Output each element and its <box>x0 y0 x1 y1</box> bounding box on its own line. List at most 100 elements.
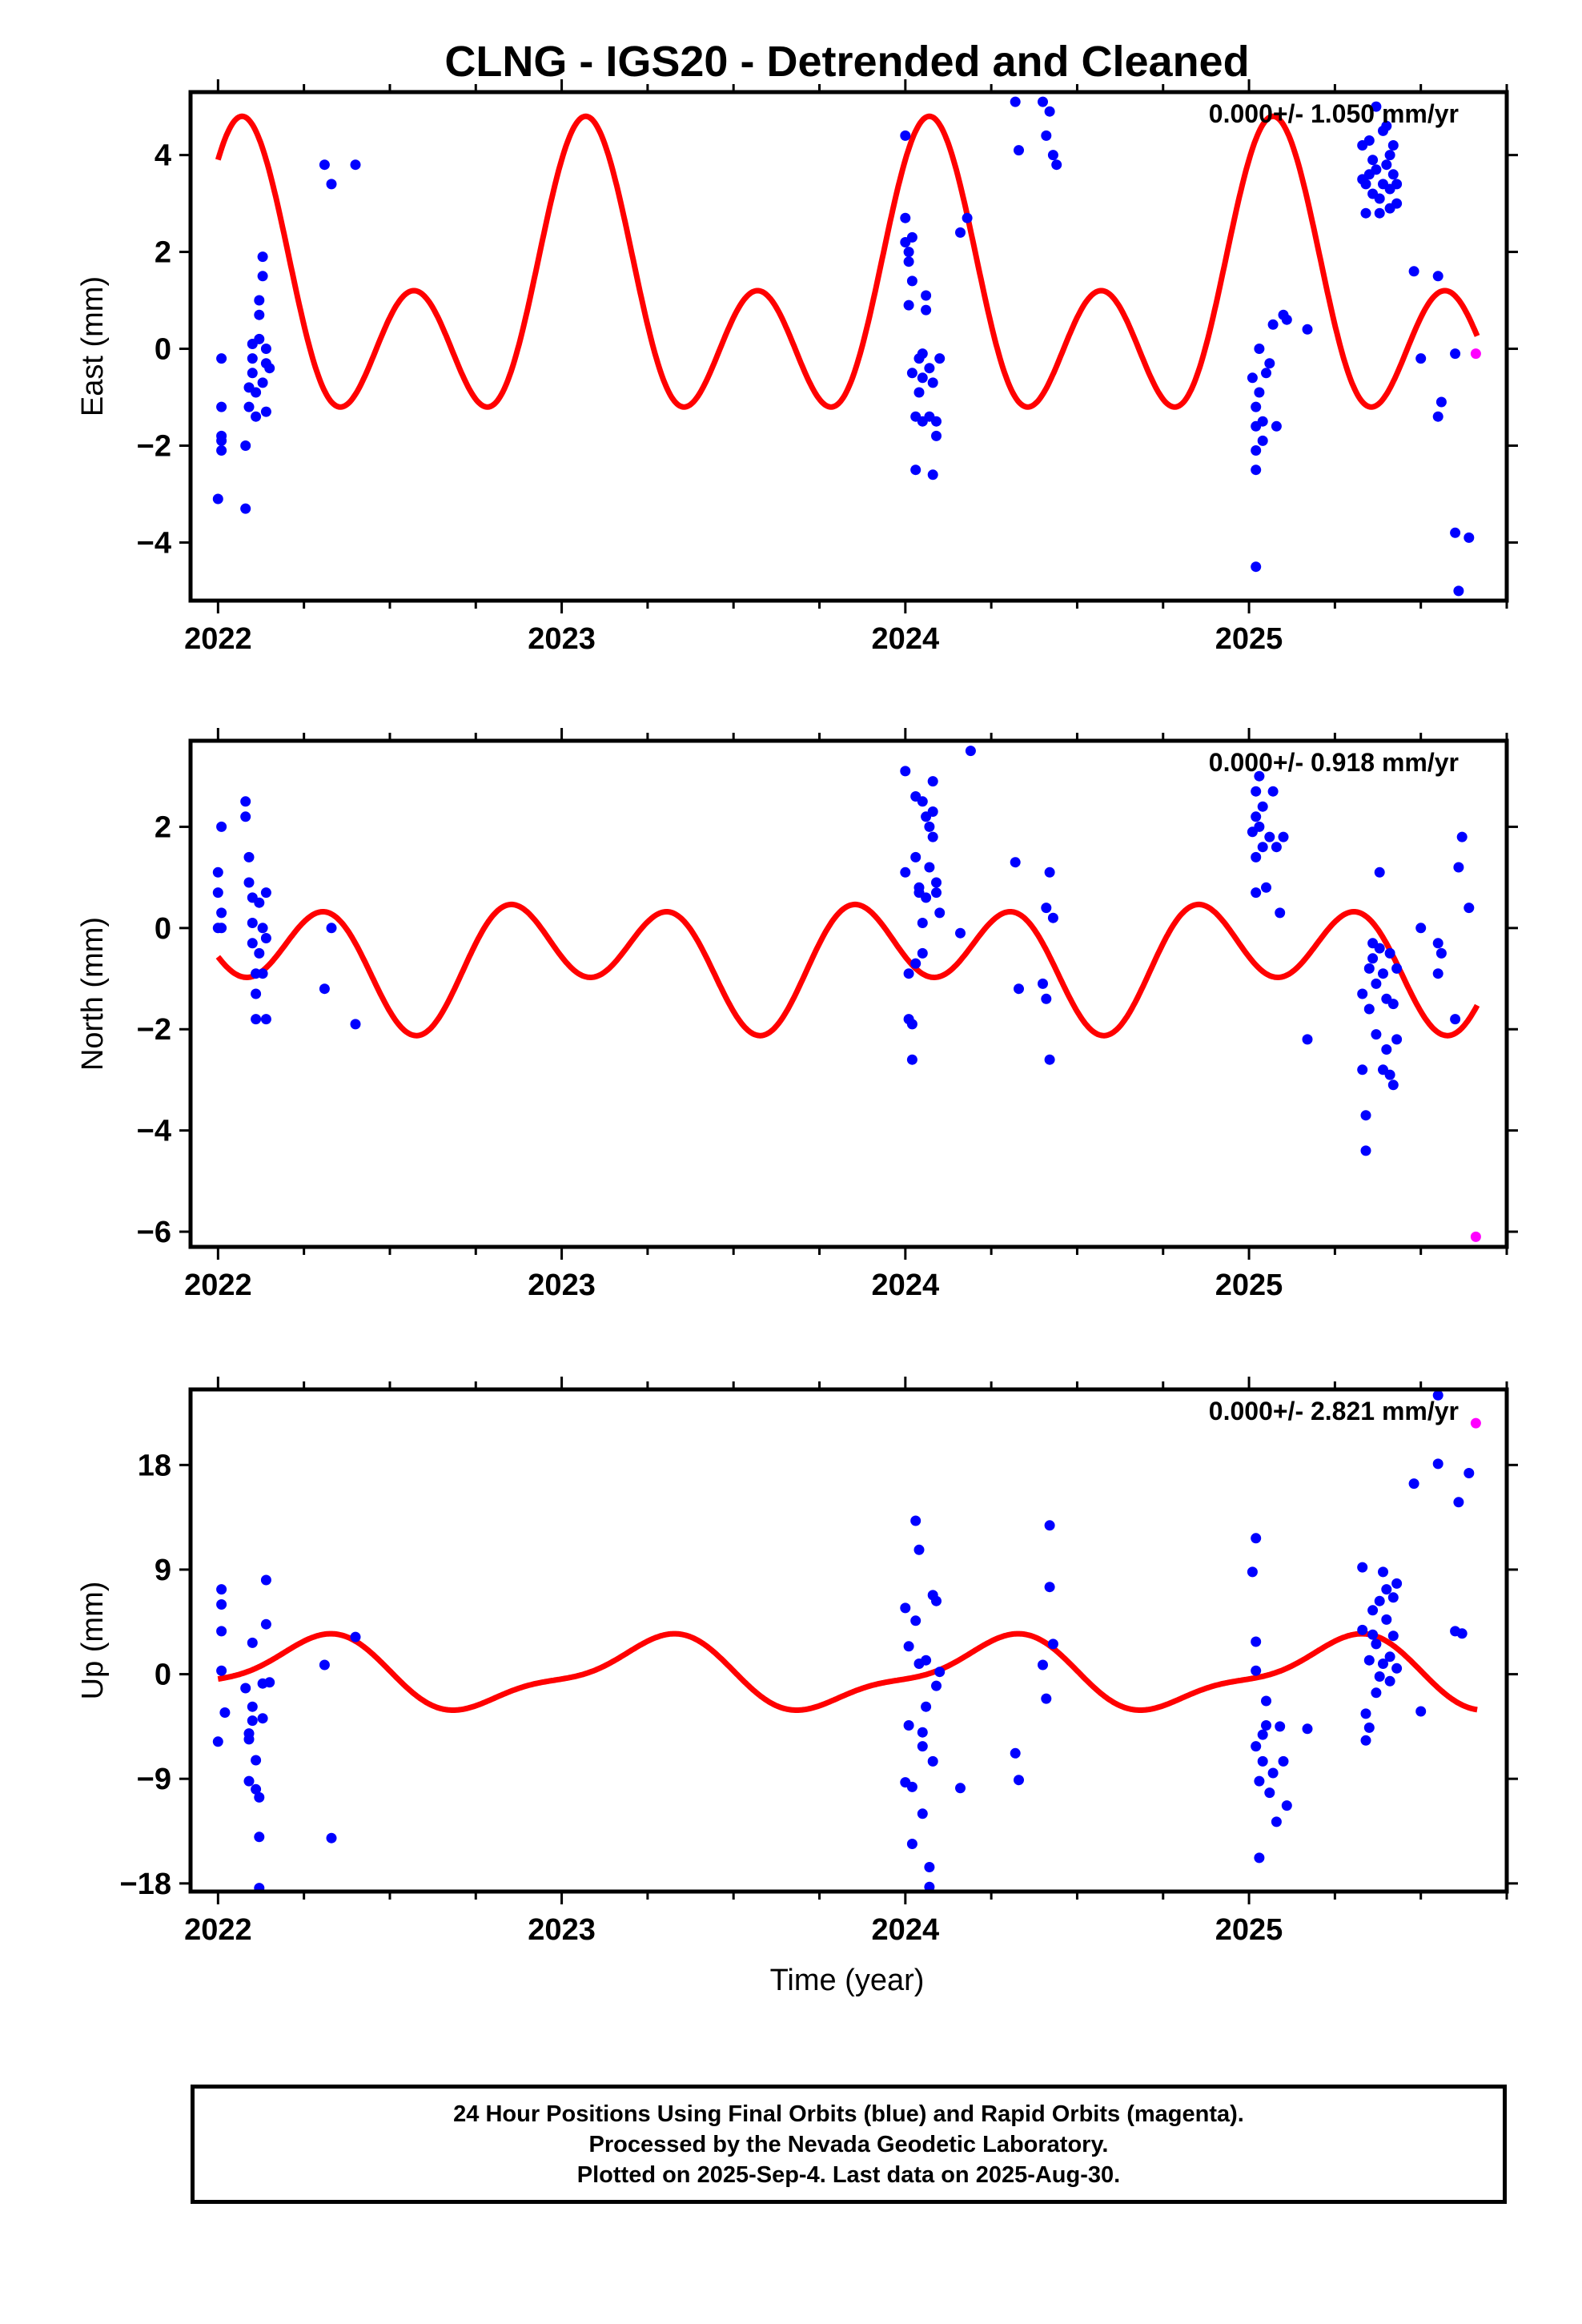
final-orbit-point <box>1378 1659 1388 1669</box>
final-orbit-point <box>1257 801 1268 812</box>
final-orbit-point <box>910 958 921 969</box>
final-orbit-point <box>1432 968 1443 979</box>
final-orbit-point <box>251 1755 262 1766</box>
final-orbit-point <box>1257 435 1268 446</box>
final-orbit-point <box>917 796 928 807</box>
final-orbit-point <box>917 918 928 928</box>
final-orbit-point <box>1038 1659 1048 1671</box>
final-orbit-point <box>1387 140 1399 151</box>
velocity-annotation: 0.000+/- 1.050 mm/yr <box>1209 99 1459 128</box>
final-orbit-point <box>219 1707 231 1718</box>
final-orbit-point <box>243 1775 255 1787</box>
final-orbit-point <box>212 923 223 934</box>
x-tick-label: 2023 <box>528 1269 596 1302</box>
y-tick-label: 4 <box>155 139 171 173</box>
final-orbit-point <box>1381 159 1392 171</box>
data-layer <box>212 96 1481 597</box>
final-orbit-point <box>1378 1566 1388 1578</box>
final-orbit-point <box>927 469 938 480</box>
y-tick-label: 18 <box>138 1449 171 1482</box>
final-orbit-point <box>931 416 942 427</box>
final-orbit-point <box>1041 1693 1052 1704</box>
final-orbit-point <box>212 866 223 878</box>
final-orbit-point <box>254 309 265 320</box>
final-orbit-point <box>1374 866 1385 878</box>
plot-frame <box>188 1387 1509 1894</box>
final-orbit-point <box>934 907 946 919</box>
final-orbit-point <box>1357 1562 1368 1573</box>
y-tick-label: 2 <box>155 236 171 270</box>
final-orbit-point <box>254 897 265 908</box>
x-axis-label: Time (year) <box>770 1964 925 1997</box>
final-orbit-point <box>1384 1069 1395 1080</box>
final-orbit-point <box>257 251 268 263</box>
y-tick-label: −4 <box>137 526 171 560</box>
y-tick-label: −2 <box>137 429 171 463</box>
final-orbit-point <box>254 1791 265 1803</box>
final-orbit-point <box>260 406 271 417</box>
x-tick-label: 2022 <box>184 1913 252 1947</box>
final-orbit-point <box>1254 344 1265 354</box>
final-orbit-point <box>1391 179 1403 190</box>
final-orbit-point <box>1453 585 1464 597</box>
final-orbit-point <box>1371 101 1382 112</box>
final-orbit-point <box>257 271 268 282</box>
final-orbit-point <box>903 968 914 979</box>
final-orbit-point <box>1384 1675 1395 1687</box>
final-orbit-point <box>260 1014 271 1025</box>
final-orbit-point <box>1281 314 1292 325</box>
data-layer <box>212 746 1481 1242</box>
y-tick-label: 2 <box>155 810 171 844</box>
x-tick-label: 2025 <box>1215 1913 1283 1947</box>
final-orbit-point <box>1408 266 1419 277</box>
rapid-orbit-point <box>1470 1231 1481 1242</box>
final-orbit-point <box>1257 1755 1268 1767</box>
final-orbit-point <box>1044 1582 1055 1593</box>
final-orbit-point <box>1038 978 1048 989</box>
final-orbit-point <box>1254 387 1265 398</box>
final-orbit-point <box>903 256 914 267</box>
final-orbit-point <box>216 1626 227 1637</box>
y-axis-label: Up (mm) <box>76 1582 110 1700</box>
rapid-orbit-point <box>1470 348 1481 360</box>
final-orbit-point <box>1432 411 1443 422</box>
final-orbit-point <box>927 1755 938 1767</box>
final-orbit-point <box>1453 1497 1464 1508</box>
y-tick-label: 0 <box>155 1659 171 1692</box>
final-orbit-point <box>1453 862 1464 873</box>
final-orbit-point <box>921 1701 932 1712</box>
final-orbit-point <box>254 1883 265 1892</box>
final-orbit-point <box>1261 1720 1271 1731</box>
final-orbit-point <box>910 1515 921 1526</box>
final-orbit-point <box>1264 358 1275 369</box>
final-orbit-point <box>216 821 227 832</box>
velocity-annotation: 0.000+/- 2.821 mm/yr <box>1209 1397 1459 1425</box>
final-orbit-point <box>1010 857 1021 868</box>
y-axis-label: East (mm) <box>76 276 110 416</box>
y-axis-label: North (mm) <box>76 917 110 1071</box>
final-orbit-point <box>251 1014 262 1025</box>
final-orbit-point <box>1450 348 1461 360</box>
final-orbit-point <box>906 1054 917 1065</box>
final-orbit-point <box>240 1683 251 1694</box>
final-orbit-point <box>1014 1775 1024 1786</box>
final-orbit-point <box>1251 811 1262 822</box>
final-orbit-point <box>264 1677 275 1688</box>
final-orbit-point <box>216 1599 227 1610</box>
final-orbit-point <box>1251 887 1262 899</box>
plot-frame <box>188 738 1509 1249</box>
final-orbit-point <box>1387 1592 1399 1603</box>
final-orbit-point <box>1415 353 1427 364</box>
final-orbit-point <box>216 435 227 446</box>
final-orbit-point <box>319 1659 330 1671</box>
final-orbit-point <box>1251 561 1262 573</box>
final-orbit-point <box>247 1715 258 1727</box>
final-orbit-point <box>260 344 271 354</box>
final-orbit-point <box>955 1783 966 1794</box>
final-orbit-point <box>1381 1584 1392 1595</box>
final-orbit-point <box>1302 1034 1313 1045</box>
velocity-annotation: 0.000+/- 0.918 mm/yr <box>1209 748 1459 777</box>
final-orbit-point <box>931 1680 942 1691</box>
y-tick-label: 0 <box>155 333 171 367</box>
